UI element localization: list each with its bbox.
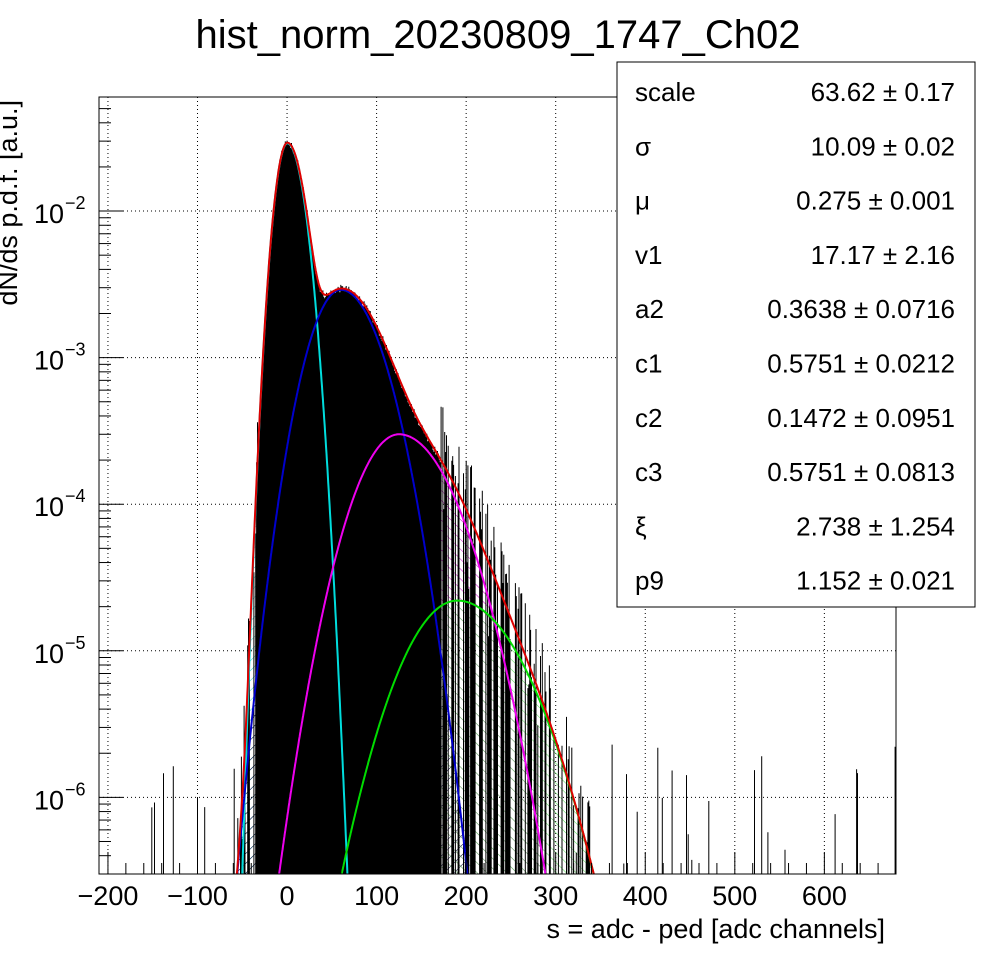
y-tick-exponent: −5 <box>65 633 86 653</box>
stat-value: 63.62 ± 0.17 <box>811 77 955 107</box>
stats-box-frame <box>616 61 976 608</box>
x-axis: −200 −100 0 100 200 300 400 500 600 <box>78 852 879 911</box>
y-tick-label: 10 <box>34 346 64 376</box>
stat-value: 1.152 ± 0.021 <box>796 566 955 596</box>
stat-value: 17.17 ± 2.16 <box>811 240 955 270</box>
stat-name: scale <box>635 77 696 107</box>
y-tick-label: 10 <box>34 492 64 522</box>
stat-name: ξ <box>635 511 647 541</box>
stat-name: v1 <box>635 240 662 270</box>
y-tick-exponent: −2 <box>65 193 86 213</box>
stat-name: c3 <box>635 457 662 487</box>
y-tick-exponent: −3 <box>65 340 86 360</box>
x-tick-label: 200 <box>444 881 489 911</box>
stat-value: 0.3638 ± 0.0716 <box>767 294 955 324</box>
y-axis-label: dN/ds p.d.f. [a.u.] <box>0 100 23 306</box>
x-axis-label: s = adc - ped [adc channels] <box>547 914 885 944</box>
x-tick-label: 0 <box>280 881 295 911</box>
x-tick-label: 600 <box>802 881 847 911</box>
stat-name: c2 <box>635 403 662 433</box>
x-tick-label: −100 <box>167 881 228 911</box>
pe2-curve <box>278 433 547 874</box>
x-tick-label: −200 <box>78 881 139 911</box>
stat-value: 10.09 ± 0.02 <box>811 131 955 161</box>
x-tick-label: 300 <box>533 881 578 911</box>
stat-value: 0.5751 ± 0.0212 <box>767 349 955 379</box>
stat-value: 0.5751 ± 0.0813 <box>767 457 955 487</box>
chart-title: hist_norm_20230809_1747_Ch02 <box>196 13 801 57</box>
stat-name: a2 <box>635 294 664 324</box>
y-tick-label: 10 <box>34 785 64 815</box>
stat-value: 2.738 ± 1.254 <box>796 511 955 541</box>
y-axis: 10−210−310−410−510−6 <box>34 96 123 875</box>
total-fit-curve <box>235 141 595 874</box>
y-tick-exponent: −4 <box>65 486 86 506</box>
stat-value: 0.1472 ± 0.0951 <box>767 403 955 433</box>
y-tick-label: 10 <box>34 199 64 229</box>
stat-name: p9 <box>635 566 664 596</box>
fit-curves <box>235 141 595 874</box>
x-tick-label: 400 <box>623 881 668 911</box>
pe1-curve <box>236 288 469 874</box>
x-tick-label: 100 <box>354 881 399 911</box>
y-tick-exponent: −6 <box>65 779 86 799</box>
y-tick-label: 10 <box>34 639 64 669</box>
stat-name: σ <box>635 131 651 161</box>
fit-statistics-box: scale 63.62 ± 0.17 σ 10.09 ± 0.02 μ 0.275 ± 0… <box>616 61 976 608</box>
stat-value: 0.275 ± 0.001 <box>796 186 955 216</box>
stat-name: μ <box>635 186 650 216</box>
stat-name: c1 <box>635 349 662 379</box>
x-tick-label: 500 <box>712 881 757 911</box>
